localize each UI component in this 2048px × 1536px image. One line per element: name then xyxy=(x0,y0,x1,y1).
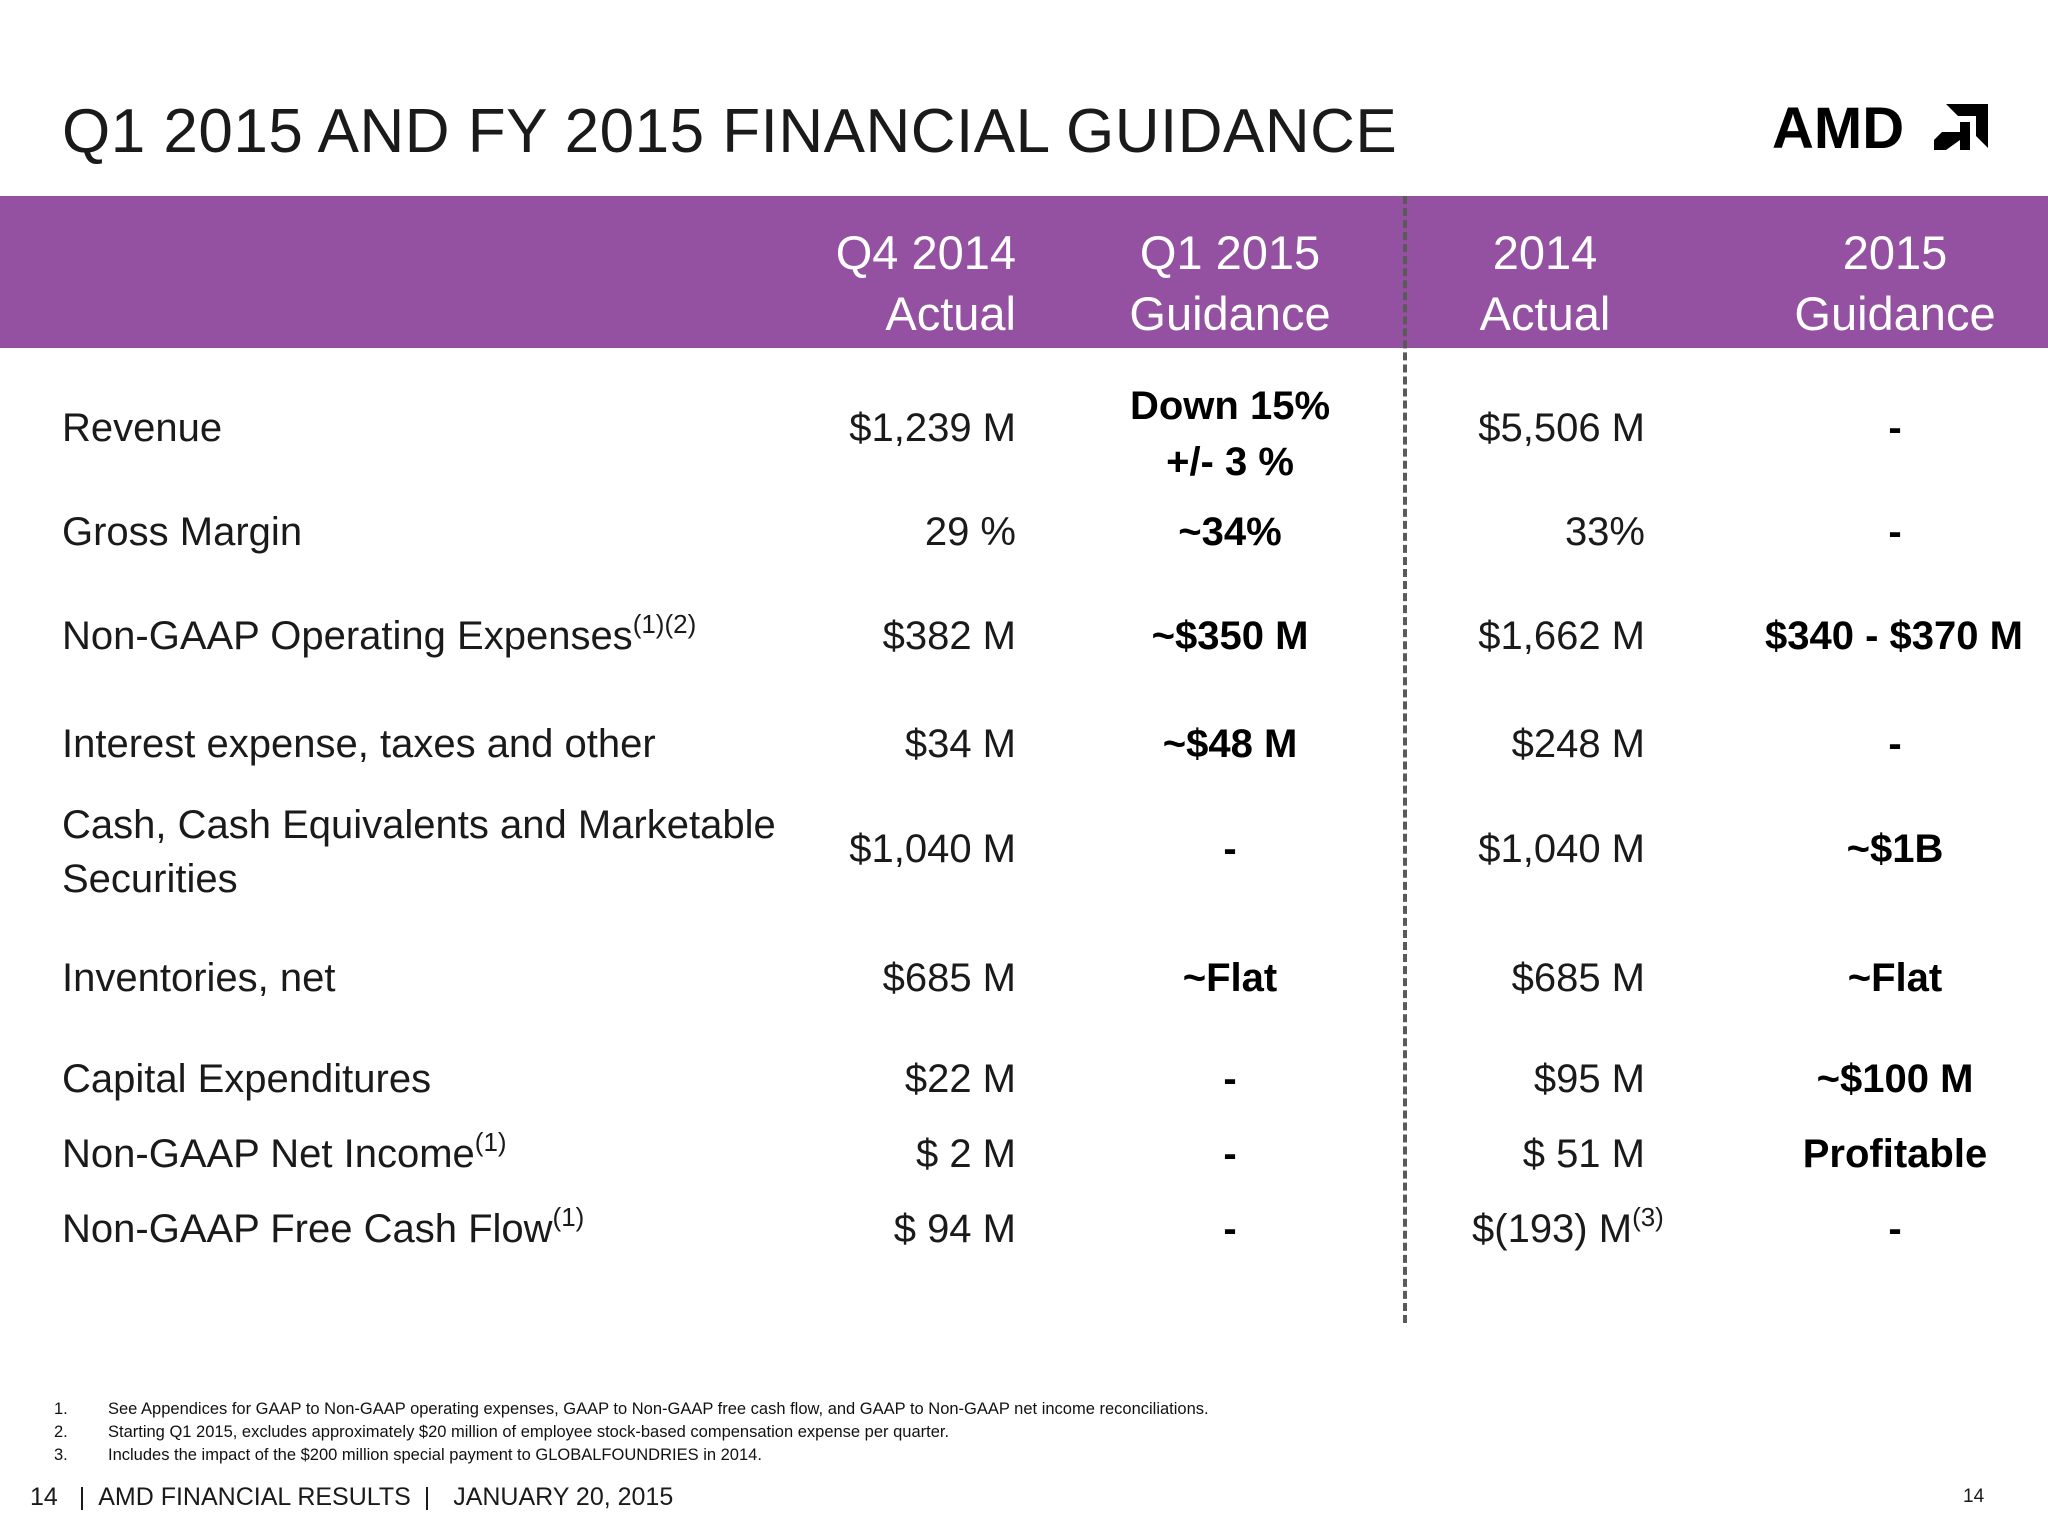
cell-q1-2015: ~$48 M xyxy=(1162,722,1298,766)
cell-2014: $1,662 M xyxy=(1478,614,1645,658)
cell-q4-2014: $1,040 M xyxy=(849,827,1016,871)
footnote-ref: (1)(2) xyxy=(632,609,697,639)
column-header-2015: 2015 Guidance xyxy=(1794,226,1996,340)
footnote-ref: (3) xyxy=(1632,1202,1664,1232)
cell-q1-2015: ~Flat xyxy=(1182,956,1278,1000)
cell-2015: Profitable xyxy=(1802,1132,1988,1176)
cell-q4-2014: 29 % xyxy=(924,510,1016,554)
cell-q4-2014: $22 M xyxy=(904,1057,1016,1101)
cell-2014: $(193) M(3) xyxy=(1472,1202,1664,1251)
cell-2014: $1,040 M xyxy=(1478,827,1645,871)
cell-2015: - xyxy=(1888,1207,1902,1251)
cell-2014: 33% xyxy=(1564,510,1645,554)
cell-q1-2015: ~$350 M xyxy=(1151,614,1309,658)
cell-2015: ~$100 M xyxy=(1816,1057,1974,1101)
footer-page: 14 xyxy=(30,1483,58,1511)
cell-q4-2014: $685 M xyxy=(882,956,1016,1000)
cell-q1-2015: - xyxy=(1223,827,1237,871)
row-label-cash: Cash, Cash Equivalents and Marketable Se… xyxy=(62,803,776,901)
cell-q1-2015: Down 15% +/- 3 % xyxy=(1129,384,1331,484)
row-label-interest-expense: Interest expense, taxes and other xyxy=(62,722,656,766)
cell-q4-2014: $1,239 M xyxy=(849,406,1016,450)
header-band xyxy=(0,196,2048,348)
cell-q4-2014: $ 94 M xyxy=(893,1207,1016,1251)
svg-text:AMD: AMD xyxy=(1772,101,1904,153)
row-label-revenue: Revenue xyxy=(62,406,223,450)
row-label-operating-expenses: Non-GAAP Operating Expenses(1)(2) xyxy=(62,609,697,658)
footer-separator: | xyxy=(423,1483,431,1511)
row-label-capex: Capital Expenditures xyxy=(62,1057,432,1101)
cell-2015: - xyxy=(1888,510,1902,554)
footer-date: JANUARY 20, 2015 xyxy=(453,1483,674,1511)
cell-q4-2014: $34 M xyxy=(904,722,1016,766)
column-header-q4-2014: Q4 2014 Actual xyxy=(835,226,1016,340)
cell-2015: ~$1B xyxy=(1846,827,1944,871)
cell-2014: $ 51 M xyxy=(1522,1132,1645,1176)
cell-2014: $685 M xyxy=(1511,956,1645,1000)
footnotes: 1. See Appendices for GAAP to Non-GAAP o… xyxy=(54,1398,1209,1467)
amd-logo-icon: AMD xyxy=(1772,96,1988,161)
row-label-free-cash-flow: Non-GAAP Free Cash Flow(1) xyxy=(62,1202,585,1251)
cell-q4-2014: $382 M xyxy=(882,614,1016,658)
cell-2015: - xyxy=(1888,722,1902,766)
row-label-gross-margin: Gross Margin xyxy=(62,510,303,554)
slide-footer: 14 | AMD FINANCIAL RESULTS | JANUARY 20,… xyxy=(30,1483,673,1512)
page-number: 14 xyxy=(1963,1486,1985,1507)
cell-q1-2015: - xyxy=(1223,1132,1237,1176)
cell-2015: ~Flat xyxy=(1847,956,1943,1000)
cell-q1-2015: - xyxy=(1223,1057,1237,1101)
footer-separator: | xyxy=(78,1483,86,1511)
cell-q4-2014: $ 2 M xyxy=(915,1132,1016,1176)
cell-2015: $340 - $370 M xyxy=(1765,614,2023,658)
cell-2014: $5,506 M xyxy=(1478,406,1645,450)
footnote-ref: (1) xyxy=(552,1202,585,1232)
column-header-2014: 2014 Actual xyxy=(1479,226,1611,340)
slide-title: Q1 2015 AND FY 2015 FINANCIAL GUIDANCE xyxy=(62,97,1398,166)
row-label-net-income: Non-GAAP Net Income(1) xyxy=(62,1127,507,1176)
footnote-item: 1. See Appendices for GAAP to Non-GAAP o… xyxy=(54,1400,1209,1418)
amd-logo: AMD xyxy=(1772,96,1992,161)
column-header-q1-2015: Q1 2015 Guidance xyxy=(1129,226,1331,340)
column-divider xyxy=(1403,196,1407,1323)
cell-q1-2015: - xyxy=(1223,1207,1237,1251)
row-label-inventories: Inventories, net xyxy=(62,956,336,1000)
cell-q1-2015: ~34% xyxy=(1178,510,1282,554)
cell-2014: $95 M xyxy=(1533,1057,1645,1101)
footer-deck-title: AMD FINANCIAL RESULTS xyxy=(98,1483,411,1511)
footnote-item: 3. Includes the impact of the $200 milli… xyxy=(54,1446,762,1464)
footnote-item: 2. Starting Q1 2015, excludes approximat… xyxy=(54,1423,950,1441)
cell-2014: $248 M xyxy=(1511,722,1645,766)
cell-2015: - xyxy=(1888,406,1902,450)
footnote-ref: (1) xyxy=(474,1127,507,1157)
